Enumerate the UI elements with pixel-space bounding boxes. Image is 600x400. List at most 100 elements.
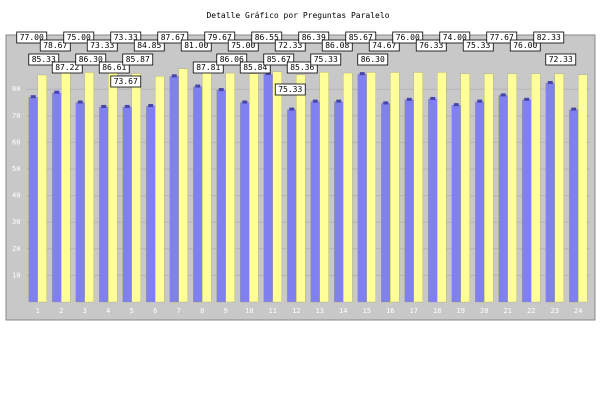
bar-blue-3 [75,102,85,303]
data-label-box [133,39,165,52]
x-tick-label: 24 [574,307,582,315]
data-label-box [392,31,424,44]
error-cap [336,99,342,103]
error-cap [30,95,36,99]
data-label: 76.00 [513,41,537,50]
bar-blue-7 [169,76,179,303]
y-tick-label: 10 [12,271,20,279]
data-label: 77.00 [20,33,44,42]
data-label: 86.61 [102,63,126,72]
data-label: 82.33 [537,33,561,42]
bar-yellow-1 [37,74,47,303]
bar-yellow-21 [507,73,517,303]
data-label-box [75,53,107,66]
data-label-box [216,53,248,66]
x-tick-label: 20 [480,307,488,315]
y-tick-label: 40 [12,192,20,200]
data-label-box [204,31,236,44]
data-label-box [51,61,83,74]
data-label: 81.00 [184,41,208,50]
data-label: 79.67 [208,33,232,42]
error-cap [312,99,318,103]
error-cap [359,72,365,76]
bar-yellow-13 [319,72,329,303]
data-label-box [298,31,330,44]
data-label-box [180,39,212,52]
bar-blue-17 [404,99,414,303]
data-label: 87.22 [55,63,79,72]
y-tick-labels: 10 20 30 40 50 60 70 80 [12,85,20,279]
x-tick-label: 17 [410,307,418,315]
bar-blue-24 [569,109,579,303]
x-tick-label: 13 [316,307,324,315]
error-cap [571,107,577,111]
data-label: 73.33 [90,41,114,50]
y-tick-label: 30 [12,218,20,226]
data-label: 73.33 [114,33,138,42]
x-tick-label: 18 [433,307,441,315]
data-label-box [509,39,541,52]
data-label: 72.33 [278,41,302,50]
bar-yellow-11 [272,71,282,303]
data-label-box [98,61,130,74]
data-label-box [110,75,142,88]
data-label-box [533,31,565,44]
x-tick-label: 1 [36,307,40,315]
bar-blue-21 [498,95,508,303]
x-tick-label: 3 [83,307,87,315]
data-label: 75.00 [67,33,91,42]
data-label-box [239,61,271,74]
data-label: 85.87 [126,55,150,64]
x-tick-label: 14 [339,307,347,315]
error-cap [265,72,271,76]
data-label: 85.67 [267,55,291,64]
bar-blue-9 [216,89,226,303]
data-label-box [192,61,224,74]
x-tick-label: 23 [551,307,559,315]
data-label: 86.08 [325,41,349,50]
data-label: 75.33 [466,41,490,50]
x-tick-label: 22 [527,307,535,315]
error-cap [77,100,83,104]
data-label: 77.67 [490,33,514,42]
x-tick-labels: 1 2 3 4 5 6 7 8 9 10 11 12 13 14 15 16 17 18 19 20 21 22 23 24 [36,307,583,315]
bar-yellow-24 [578,74,588,303]
data-label: 76.00 [396,33,420,42]
bar-blue-6 [146,105,156,303]
bar-yellow-12 [296,74,306,303]
data-label-box [122,53,154,66]
data-label: 86.30 [79,55,103,64]
data-label-box [345,31,377,44]
bar-yellow-18 [437,72,447,303]
bar-yellow-10 [249,73,259,303]
bar-yellow-6 [155,76,165,303]
grid-lines [26,88,590,276]
error-cap [406,97,412,101]
bar-yellow-17 [413,72,423,303]
data-label-box [86,39,118,52]
data-label-box [415,39,447,52]
x-tick-label: 6 [153,307,157,315]
data-label: 87.67 [161,33,185,42]
x-tick-label: 15 [363,307,371,315]
error-cap [195,84,201,88]
bar-blue-20 [475,101,485,303]
data-label-box [227,39,259,52]
error-cap [54,90,60,94]
data-label-box [310,53,342,66]
data-label: 86.55 [255,33,279,42]
data-label-box [357,53,389,66]
chart-title: Detalle Gráfico por Preguntas Paralelo [206,11,389,20]
error-cap [524,97,530,101]
data-label-box [28,53,60,66]
bar-yellow-23 [554,73,564,303]
data-label: 74.00 [443,33,467,42]
error-cap [218,88,224,92]
data-label-box [545,53,577,66]
data-label-box [157,31,189,44]
bar-blue-15 [357,73,367,303]
x-tick-label: 9 [224,307,228,315]
data-labels: 77.00 85.33 78.67 87.22 75.00 86.30 73.33 86.61… [16,31,577,96]
error-cap [148,104,154,108]
